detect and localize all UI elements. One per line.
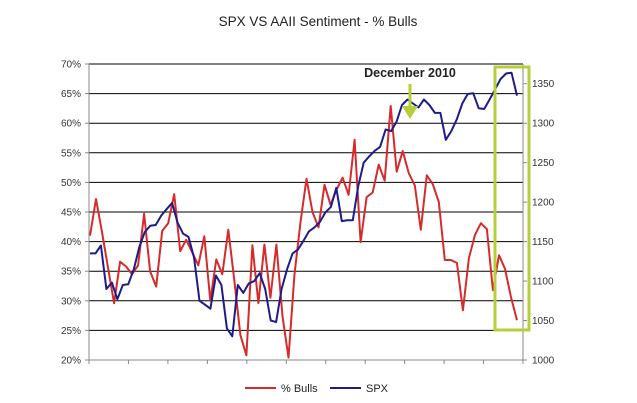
- y-right-tick-label: 1250: [532, 158, 555, 169]
- y-left-tick-labels: 20% 25% 30% 35% 40% 45% 50% 55% 60% 65% 70%: [61, 60, 89, 367]
- y-left-tick-label: 50%: [61, 178, 81, 189]
- y-right-tick-labels: 1000 1050 1100 1150 1200 1250 1300 1350: [523, 79, 555, 367]
- y-left-tick-label: 70%: [61, 60, 81, 71]
- series-bulls-line: [89, 105, 518, 359]
- highlight-box: [493, 65, 531, 332]
- series-spx-line: [90, 71, 518, 338]
- y-left-tick-label: 65%: [61, 89, 81, 100]
- y-right-tick-label: 1300: [532, 119, 555, 130]
- y-left-tick-label: 55%: [61, 148, 81, 159]
- y-left-tick-label: 20%: [61, 356, 81, 367]
- y-right-tick-label: 1350: [532, 79, 555, 90]
- x-ticks: [88, 360, 524, 364]
- y-right-tick-label: 1100: [532, 277, 554, 288]
- legend: % Bulls SPX: [245, 383, 389, 395]
- annotation-arrow: [402, 84, 418, 119]
- legend-label-spx: SPX: [366, 383, 389, 395]
- chart-title: SPX VS AAII Sentiment - % Bulls: [219, 14, 418, 29]
- y-left-tick-label: 45%: [61, 208, 81, 219]
- y-right-tick-label: 1150: [532, 237, 554, 248]
- y-right-tick-label: 1050: [532, 316, 555, 327]
- y-right-tick-label: 1000: [532, 356, 555, 367]
- y-left-tick-label: 35%: [61, 267, 81, 278]
- annotation-december-2010: December 2010: [364, 66, 456, 80]
- y-left-tick-label: 30%: [61, 296, 81, 307]
- y-left-tick-label: 60%: [61, 119, 81, 130]
- gridlines: [89, 63, 523, 331]
- y-right-tick-label: 1200: [532, 198, 555, 209]
- legend-label-bulls: % Bulls: [281, 383, 318, 395]
- y-left-tick-label: 25%: [61, 326, 81, 337]
- y-left-tick-label: 40%: [61, 237, 81, 248]
- series-lines: [89, 71, 518, 359]
